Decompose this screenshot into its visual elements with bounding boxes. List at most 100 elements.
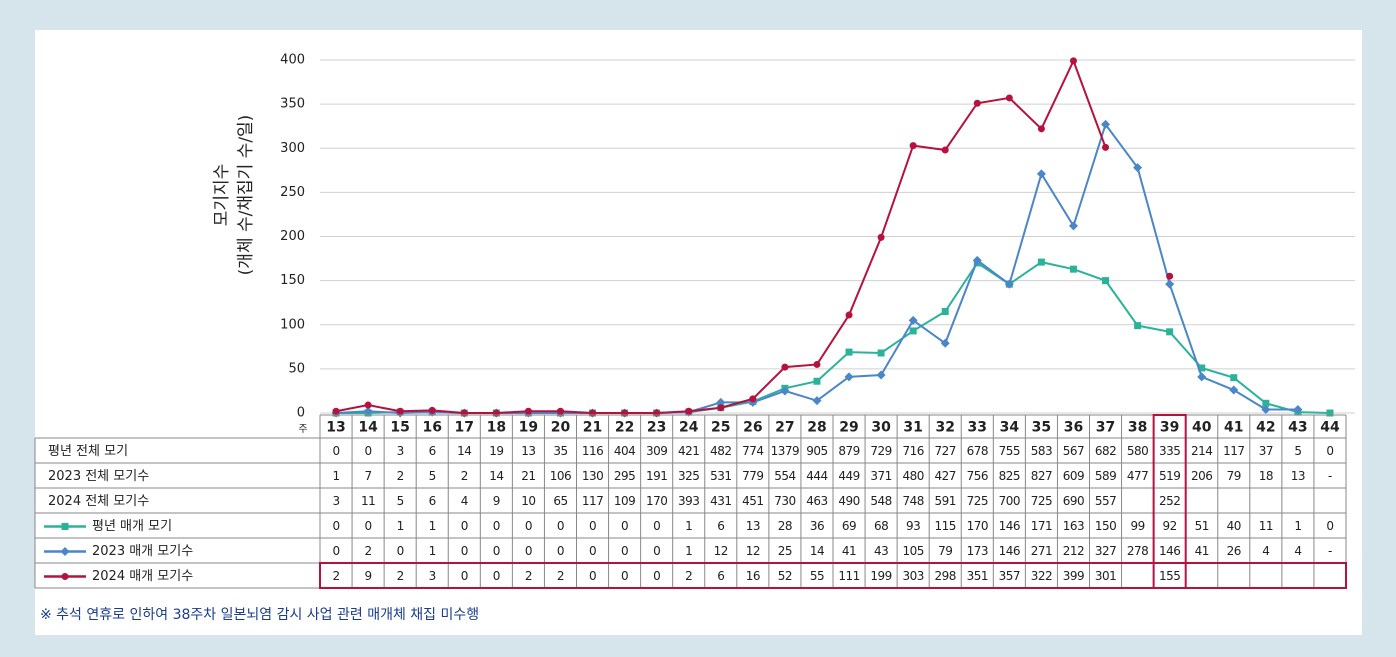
table-cell: 199 <box>870 569 891 583</box>
table-cell: 0 <box>589 569 596 583</box>
table-cell: 41 <box>1195 544 1209 558</box>
table-cell: 421 <box>678 444 699 458</box>
x-tick-label: 42 <box>1256 420 1275 436</box>
marker <box>1229 385 1239 395</box>
table-cell: 393 <box>678 494 699 508</box>
legend-marker <box>60 547 70 556</box>
x-tick-label: 29 <box>839 420 858 436</box>
table-cell: 11 <box>361 494 375 508</box>
table-cell: 325 <box>678 469 699 483</box>
table-cell: 5 <box>397 494 404 508</box>
table-cell: 3 <box>429 569 436 583</box>
table-cell: 1 <box>429 544 436 558</box>
marker <box>716 397 726 407</box>
table-cell: 755 <box>999 444 1020 458</box>
table-cell: 756 <box>967 469 988 483</box>
marker <box>909 142 917 150</box>
legend-label: 평년 매개 모기 <box>92 519 172 534</box>
table-cell: 427 <box>935 469 956 483</box>
marker <box>1133 163 1143 173</box>
table-cell: 116 <box>582 444 603 458</box>
table-cell: 52 <box>778 569 792 583</box>
table-cell: 0 <box>525 544 532 558</box>
table-cell: 480 <box>902 469 923 483</box>
table-cell: 519 <box>1159 469 1180 483</box>
table-cell: 155 <box>1159 569 1180 583</box>
legend-label: 2023 매개 모기수 <box>92 544 193 559</box>
x-tick-label: 16 <box>422 420 441 436</box>
legend-marker <box>61 523 69 530</box>
table-cell: 6 <box>429 494 436 508</box>
table-cell: 0 <box>557 544 564 558</box>
table-cell: 451 <box>742 494 763 508</box>
x-tick-label: 14 <box>358 420 378 436</box>
table-cell: 170 <box>646 494 667 508</box>
marker <box>845 311 853 319</box>
table-cell: 0 <box>653 569 660 583</box>
x-tick-label: 40 <box>1192 420 1212 436</box>
marker <box>844 372 854 382</box>
x-tick-label: 35 <box>1032 420 1051 436</box>
marker <box>813 377 821 385</box>
table-cell: 2 <box>557 569 564 583</box>
x-tick-label: 15 <box>390 420 409 436</box>
x-tick-label: 20 <box>551 420 571 436</box>
table-cell: 322 <box>1031 569 1052 583</box>
table-cell: 827 <box>1031 469 1052 483</box>
table-cell: 0 <box>589 519 596 533</box>
table-cell: 252 <box>1159 494 1180 508</box>
marker <box>749 395 757 403</box>
table-cell: 0 <box>557 519 564 533</box>
marker <box>973 99 981 107</box>
table-cell: 40 <box>1227 519 1241 533</box>
marker <box>364 401 372 409</box>
table-cell: 463 <box>806 494 827 508</box>
table-cell: 65 <box>553 494 567 508</box>
x-tick-label: 33 <box>968 420 987 436</box>
x-axis-label: 주 <box>298 424 307 435</box>
table-cell: 0 <box>621 519 628 533</box>
marker <box>363 406 373 416</box>
y-tick-label: 300 <box>280 141 305 156</box>
y-tick-label: 400 <box>280 53 305 68</box>
table-cell: 399 <box>1063 569 1084 583</box>
table-cell: 327 <box>1095 544 1116 558</box>
y-tick-label: 0 <box>297 406 305 421</box>
marker <box>428 406 436 414</box>
table-cell: 3 <box>332 494 339 508</box>
y-tick-label: 350 <box>280 97 305 112</box>
marker <box>813 360 821 368</box>
marker <box>1261 404 1271 414</box>
y-tick-label: 250 <box>280 185 305 200</box>
table-cell: - <box>1328 544 1332 558</box>
marker <box>1326 409 1334 417</box>
marker <box>1230 374 1238 382</box>
table-cell: 548 <box>870 494 891 508</box>
row-label: 2024 전체 모기수 <box>48 494 149 509</box>
table-cell: 9 <box>493 494 500 508</box>
table-cell: 13 <box>1291 469 1305 483</box>
table-cell: 146 <box>999 519 1020 533</box>
table-cell: 109 <box>614 494 635 508</box>
table-cell: 0 <box>1326 519 1333 533</box>
table-cell: 2 <box>397 469 404 483</box>
table-cell: 6 <box>717 519 724 533</box>
marker <box>941 308 949 316</box>
table-cell: 146 <box>999 544 1020 558</box>
table-cell: 301 <box>1095 569 1116 583</box>
table-cell: 490 <box>838 494 859 508</box>
table-cell: 28 <box>778 519 792 533</box>
table-cell: 117 <box>1223 444 1244 458</box>
table-cell: 130 <box>582 469 603 483</box>
table-cell: 1379 <box>771 444 800 458</box>
y-tick-label: 50 <box>288 361 305 376</box>
table-cell: 99 <box>1130 519 1144 533</box>
x-tick-label: 44 <box>1320 420 1340 436</box>
marker <box>781 363 789 371</box>
marker <box>1005 94 1013 102</box>
marker <box>877 349 885 357</box>
table-cell: 0 <box>461 519 468 533</box>
table-cell: 557 <box>1095 494 1116 508</box>
marker <box>1069 265 1077 273</box>
table-cell: 1 <box>397 519 404 533</box>
